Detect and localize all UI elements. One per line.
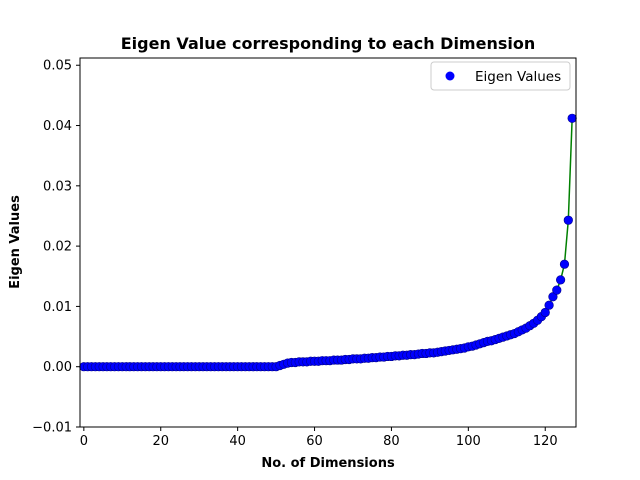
y-tick-label: 0.04 [43, 119, 72, 134]
x-tick-label: 40 [229, 434, 246, 449]
x-tick-label: 120 [533, 434, 558, 449]
data-point [544, 300, 554, 310]
data-point [540, 307, 550, 318]
y-axis-label: Eigen Values [8, 195, 23, 289]
x-tick-label: 60 [306, 434, 323, 449]
data-point [567, 113, 577, 123]
data-point [556, 275, 566, 285]
legend-box [430, 61, 571, 91]
x-axis-label: No. of Dimensions [261, 456, 395, 471]
y-tick-label: 0.02 [43, 240, 72, 255]
legend-label-eigen-values: Eigen Values [475, 69, 561, 85]
chart-title: Eigen Value corresponding to each Dimens… [121, 34, 535, 53]
y-tick-label: 0.01 [43, 300, 72, 315]
x-tick-label: 0 [80, 434, 88, 449]
y-tick-label: 0.05 [43, 59, 72, 74]
y-tick-label: 0.00 [43, 360, 72, 375]
x-tick-label: 100 [456, 434, 481, 449]
y-tick-label: −0.01 [32, 421, 72, 436]
plot-area: 0 20 40 60 80 100 120 −0.01 0.00 0.01 0.02 0.03 0.04… [32, 57, 577, 449]
data-point [552, 285, 562, 295]
x-tick-label: 20 [152, 434, 169, 449]
axes-frame [79, 57, 577, 428]
x-tick-label: 80 [383, 434, 400, 449]
y-tick-label: 0.03 [43, 179, 72, 194]
legend-marker-eigen-values [445, 71, 455, 81]
data-point [559, 259, 570, 269]
data-point [563, 215, 573, 225]
legend: Eigen Values [430, 61, 571, 91]
